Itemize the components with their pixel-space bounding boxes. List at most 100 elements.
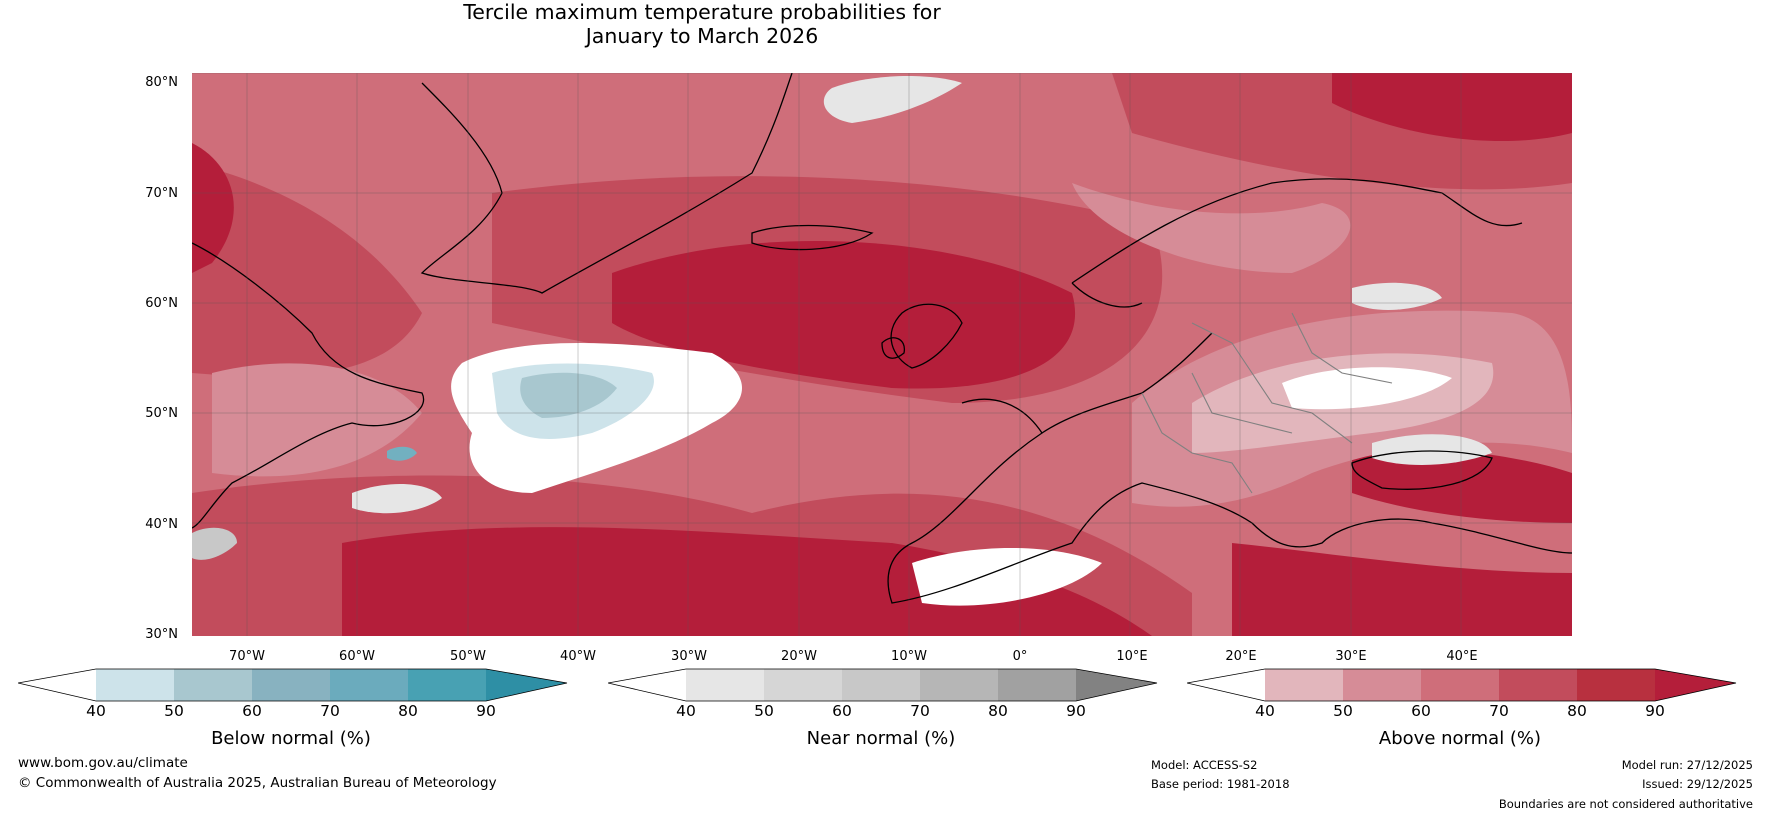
- cbar-below-label: Below normal (%): [211, 728, 371, 749]
- cbar-below-segment-3: [252, 669, 330, 701]
- cbar-below-segment-2: [174, 669, 252, 701]
- band-above-80-90-east-med: [1232, 543, 1572, 636]
- cbar-near-tick-90: 90: [1066, 702, 1086, 720]
- coastline-southern-europe: [887, 398, 1572, 604]
- cbar-near-segment-3: [842, 669, 920, 701]
- cbar-near-segment-2: [764, 669, 842, 701]
- band-near-50-60-bermuda: [192, 527, 237, 560]
- footer-copyright: © Commonwealth of Australia 2025, Austra…: [18, 775, 497, 791]
- cbar-near-tick-50: 50: [754, 702, 774, 720]
- footer-issued: Issued: 29/12/2025: [1642, 777, 1753, 791]
- cbar-near-tick-70: 70: [910, 702, 930, 720]
- band-near-40-50-svalbard: [823, 76, 962, 123]
- title-line-2: January to March 2026: [585, 24, 819, 48]
- cbar-below-tick-90: 90: [476, 702, 496, 720]
- coastline-ireland: [881, 337, 905, 359]
- cbar-near-tick-80: 80: [988, 702, 1008, 720]
- cbar-below-tick-40: 40: [86, 702, 106, 720]
- cbar-above-outline: [1187, 668, 1737, 702]
- band-near-40-50-ukraine: [1372, 434, 1492, 465]
- cbar-below-tick-70: 70: [320, 702, 340, 720]
- band-near-below-40-north-africa: [912, 548, 1102, 606]
- cbar-near-segment-1: [686, 669, 764, 701]
- cbar-above-segment-3: [1421, 669, 1499, 701]
- probability-map: [192, 73, 1572, 636]
- cbar-below-segment-1: [96, 669, 174, 701]
- cbar-above-tick-80: 80: [1567, 702, 1587, 720]
- lat-label-80n: 80°N: [145, 75, 178, 90]
- cbar-above-segment-1: [1265, 669, 1343, 701]
- coastline-north-sea: [1041, 332, 1213, 434]
- band-above-70-80-west: [192, 163, 422, 377]
- band-above-50-60-scandinavia: [1072, 183, 1351, 273]
- lon-label-70w: 70°W: [229, 649, 265, 664]
- band-below-50-60-mid-atlantic: [520, 372, 617, 418]
- footer-website-link[interactable]: www.bom.gov.au/climate: [18, 755, 188, 771]
- lat-label-30n: 30°N: [145, 627, 178, 642]
- colorbar-above-normal: [1187, 668, 1737, 702]
- lon-label-10w: 10°W: [891, 649, 927, 664]
- cbar-below-segment-0: [18, 669, 96, 701]
- cbar-near-tick-40: 40: [676, 702, 696, 720]
- band-below-60-70-west-atlantic: [387, 446, 417, 461]
- cbar-near-outline: [608, 668, 1158, 702]
- cbar-below-segment-4: [330, 669, 408, 701]
- graticule: [192, 73, 1572, 636]
- cbar-above-tick-60: 60: [1411, 702, 1431, 720]
- coastline-scandinavia: [1071, 178, 1523, 308]
- cbar-above-tick-40: 40: [1255, 702, 1275, 720]
- cbar-below-outline: [18, 668, 568, 702]
- cbar-near-segment-4: [920, 669, 998, 701]
- lon-label-20e: 20°E: [1225, 649, 1257, 664]
- band-above-80-90-barents: [1332, 73, 1572, 142]
- cbar-below-segment-6: [486, 669, 567, 701]
- map-title: Tercile maximum temperature probabilitie…: [0, 0, 1404, 48]
- lon-label-30w: 30°W: [671, 649, 707, 664]
- colorbar-below-normal: [18, 668, 568, 702]
- title-line-1: Tercile maximum temperature probabilitie…: [463, 0, 941, 24]
- cbar-near-segment-0: [608, 669, 686, 701]
- lon-label-10e: 10°E: [1116, 649, 1148, 664]
- cbar-near-label: Near normal (%): [806, 728, 956, 749]
- colorbar-near-normal: [608, 668, 1158, 702]
- band-above-80-90-baffin: [192, 143, 234, 273]
- band-near-below-40-central-europe: [1282, 367, 1452, 410]
- coastline-north-america: [192, 242, 425, 529]
- band-above-80-90-black-sea: [1352, 449, 1572, 523]
- cbar-below-tick-50: 50: [164, 702, 184, 720]
- cbar-below-segment-5: [408, 669, 486, 701]
- map-canvas: [192, 73, 1572, 636]
- cbar-near-tick-60: 60: [832, 702, 852, 720]
- footer-model-run: Model run: 27/12/2025: [1621, 758, 1753, 772]
- footer-base-period: Base period: 1981-2018: [1151, 777, 1290, 791]
- band-above-80-90-central-atlantic: [612, 240, 1076, 389]
- cbar-above-segment-4: [1499, 669, 1577, 701]
- national-borders: [1141, 312, 1393, 494]
- lon-label-30e: 30°E: [1335, 649, 1367, 664]
- cbar-above-segment-5: [1577, 669, 1655, 701]
- coastline-iceland: [751, 224, 874, 251]
- lat-label-50n: 50°N: [145, 406, 178, 421]
- footer-disclaimer: Boundaries are not considered authoritat…: [1498, 797, 1753, 811]
- cbar-near-segment-6: [1076, 669, 1157, 701]
- cbar-above-segment-2: [1343, 669, 1421, 701]
- cbar-above-tick-90: 90: [1645, 702, 1665, 720]
- cbar-above-tick-70: 70: [1489, 702, 1509, 720]
- cbar-above-label: Above normal (%): [1378, 728, 1542, 749]
- lon-label-60w: 60°W: [339, 649, 375, 664]
- cbar-below-tick-80: 80: [398, 702, 418, 720]
- cbar-above-tick-50: 50: [1333, 702, 1353, 720]
- lon-label-50w: 50°W: [450, 649, 486, 664]
- cbar-near-segment-5: [998, 669, 1076, 701]
- lon-label-20w: 20°W: [781, 649, 817, 664]
- lon-label-40w: 40°W: [560, 649, 596, 664]
- coastline-black-sea: [1351, 450, 1493, 490]
- footer-model: Model: ACCESS-S2: [1151, 758, 1258, 772]
- cbar-above-segment-6: [1655, 669, 1736, 701]
- cbar-below-tick-60: 60: [242, 702, 262, 720]
- coastline-greenland: [420, 73, 793, 294]
- coastline-britain: [890, 303, 963, 369]
- lon-label-0: 0°: [1012, 649, 1028, 664]
- cbar-above-segment-0: [1187, 669, 1265, 701]
- band-near-40-50-atlantic-west: [352, 483, 442, 514]
